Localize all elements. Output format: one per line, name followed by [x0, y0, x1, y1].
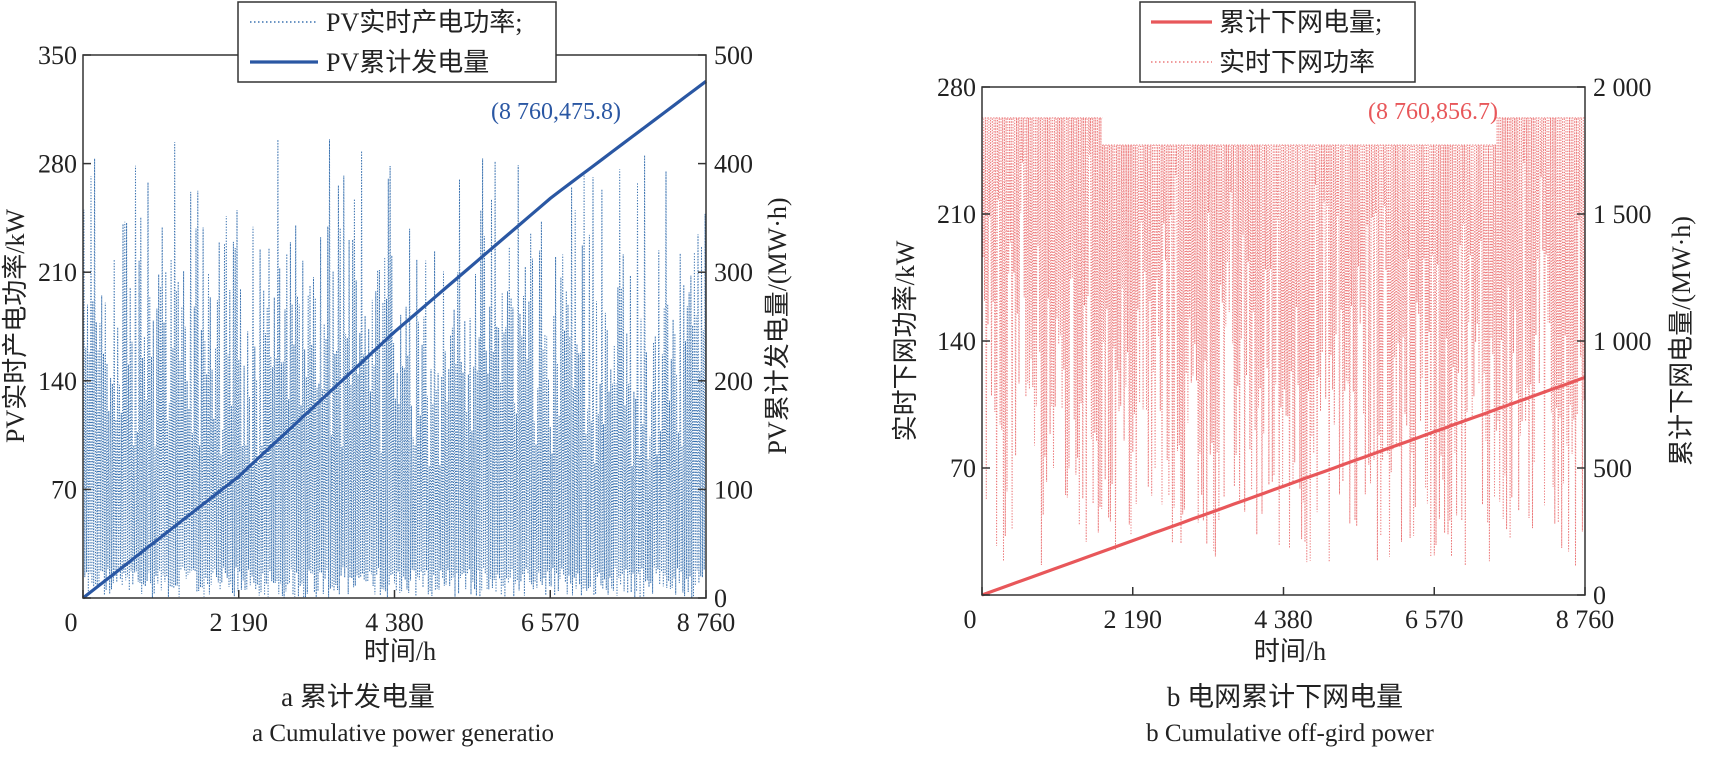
chart-a-xtick-label: 4 380 [365, 608, 424, 637]
chart-a-legend-label-cumulative: PV累计发电量 [326, 48, 489, 77]
chart-b-xlabel: 时间/h [1254, 637, 1326, 666]
chart-a-ylabel-left: PV实时产电功率/kW [1, 209, 30, 443]
chart-b-cumulative-line [981, 375, 1586, 597]
chart-b-ytick-left-label: 140 [937, 327, 976, 356]
chart-a-ytick-left-label: 140 [38, 367, 77, 396]
chart-a-xtick-label: 2 190 [210, 608, 269, 637]
chart-a: 0 2 190 4 380 6 570 8 760 70 140 210 280 350 0 100 2… [1, 1, 792, 747]
chart-b-legend-label-cumulative: 累计下网电量; [1219, 8, 1382, 37]
chart-b-legend: 累计下网电量; 实时下网功率 [1139, 1, 1416, 83]
chart-a-xlabel: 时间/h [364, 637, 436, 666]
chart-b-ytick-right-label: 2 000 [1593, 73, 1652, 102]
chart-a-ytick-left-label: 210 [38, 258, 77, 287]
chart-a-ytick-left-label: 280 [38, 150, 77, 179]
chart-b-xtick-label: 0 [964, 605, 977, 634]
chart-a-power-line [82, 139, 707, 598]
chart-a-ytick-right-label: 200 [714, 367, 753, 396]
chart-b-ytick-right-label: 1 500 [1593, 200, 1652, 229]
chart-a-legend-label-power: PV实时产电功率; [326, 8, 522, 37]
chart-b-ticks: 0 2 190 4 380 6 570 8 760 70 140 210 280 0 500 1 00… [937, 73, 1652, 634]
chart-b-xtick-label: 6 570 [1405, 605, 1464, 634]
chart-a-caption-en: a Cumulative power generatio [252, 720, 554, 747]
chart-a-ytick-right-label: 300 [714, 258, 753, 287]
chart-b: 0 2 190 4 380 6 570 8 760 70 140 210 280 0 500 1 00… [891, 1, 1696, 747]
chart-a-xtick-label: 0 [65, 608, 78, 637]
chart-b-power-series [981, 117, 1586, 566]
chart-a-caption-cn: a 累计发电量 [281, 682, 435, 712]
chart-b-ytick-left-label: 210 [937, 200, 976, 229]
chart-a-xtick-label: 6 570 [521, 608, 580, 637]
chart-a-ytick-right-label: 100 [714, 475, 753, 504]
chart-b-legend-label-power: 实时下网功率 [1219, 48, 1375, 77]
chart-b-ylabel-right: 累计下网电量/(MW·h) [1667, 216, 1696, 466]
chart-b-caption-en: b Cumulative off-gird power [1146, 720, 1434, 747]
chart-b-ytick-right-label: 1 000 [1593, 327, 1652, 356]
chart-b-ylabel-left: 实时下网功率/kW [891, 240, 920, 441]
chart-a-ylabel-right: PV累计发电量/(MW·h) [763, 197, 792, 454]
chart-b-plot-frame [981, 86, 1586, 596]
chart-b-ytick-right-label: 0 [1593, 581, 1606, 610]
chart-a-xtick-label: 8 760 [677, 608, 736, 637]
chart-b-power-line [981, 117, 1586, 566]
chart-a-annotation: (8 760,475.8) [491, 99, 621, 125]
chart-a-power-series [82, 139, 707, 598]
chart-a-cumulative-line [82, 80, 707, 600]
chart-b-ytick-left-label: 280 [937, 73, 976, 102]
chart-a-ytick-right-label: 500 [714, 41, 753, 70]
chart-b-xtick-label: 4 380 [1254, 605, 1313, 634]
chart-b-caption-cn: b 电网累计下网电量 [1167, 682, 1403, 712]
chart-b-ytick-right-label: 500 [1593, 454, 1632, 483]
chart-a-ytick-left-label: 70 [51, 475, 77, 504]
chart-a-ticks: 0 2 190 4 380 6 570 8 760 70 140 210 280 350 0 100 2… [38, 41, 753, 637]
chart-b-xtick-label: 8 760 [1556, 605, 1615, 634]
chart-a-ytick-left-label: 350 [38, 41, 77, 70]
chart-b-ytick-left-label: 70 [950, 454, 976, 483]
chart-b-annotation: (8 760,856.7) [1368, 99, 1498, 125]
chart-b-xtick-label: 2 190 [1104, 605, 1163, 634]
chart-a-ytick-right-label: 400 [714, 150, 753, 179]
chart-a-ytick-right-label: 0 [714, 584, 727, 613]
chart-a-legend: PV实时产电功率; PV累计发电量 [237, 1, 557, 83]
